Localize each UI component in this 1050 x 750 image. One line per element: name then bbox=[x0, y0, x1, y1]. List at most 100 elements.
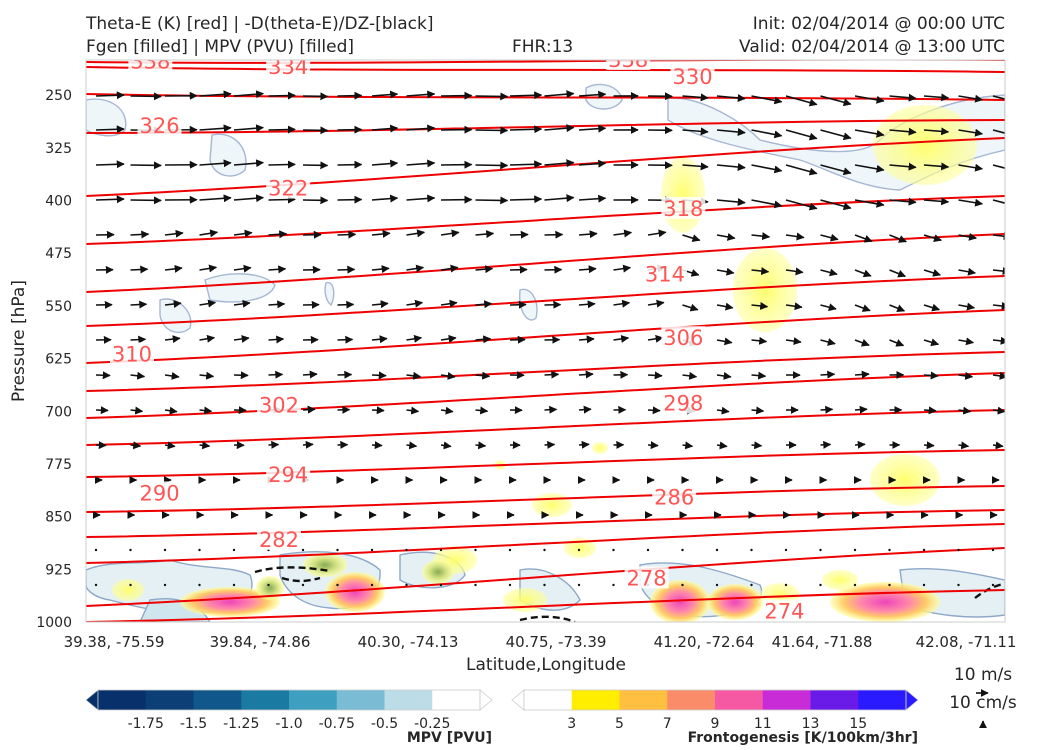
y-tick-label: 700 bbox=[45, 404, 72, 420]
theta-e-contour-label: 294 bbox=[268, 463, 308, 487]
frontogenesis-filled-region bbox=[873, 105, 977, 185]
wind-vector bbox=[958, 94, 984, 103]
wind-vector bbox=[130, 335, 147, 344]
wind-vector bbox=[198, 548, 201, 552]
wind-vector bbox=[889, 162, 917, 171]
wind-vector bbox=[508, 583, 512, 587]
colorbar-tick-label: -0.5 bbox=[371, 716, 398, 732]
wind-vector bbox=[164, 335, 181, 344]
wind-vector bbox=[164, 406, 178, 415]
frontogenesis-filled-region bbox=[592, 442, 608, 454]
colorbar-segment bbox=[524, 690, 573, 710]
theta-e-contour-label: 334 bbox=[268, 55, 308, 79]
wind-vector bbox=[854, 440, 866, 449]
wind-vector bbox=[544, 405, 558, 414]
colorbar-tick-label: -0.25 bbox=[414, 716, 450, 732]
wind-vector bbox=[233, 335, 250, 343]
wind-vector bbox=[509, 91, 543, 100]
wind-vector bbox=[889, 304, 906, 312]
y-tick-label: 625 bbox=[45, 352, 72, 368]
wind-vector bbox=[682, 93, 709, 102]
wind-vector bbox=[647, 406, 661, 415]
wind-vector bbox=[543, 548, 546, 552]
y-tick-label: 550 bbox=[45, 299, 72, 315]
wind-vector bbox=[923, 338, 940, 347]
wind-vector bbox=[336, 548, 339, 552]
wind-vector bbox=[716, 163, 746, 171]
wind-vector bbox=[578, 335, 595, 344]
theta-e-contour bbox=[86, 449, 1005, 478]
wind-vector bbox=[923, 162, 950, 171]
wind-vector bbox=[613, 334, 630, 343]
wind-vector bbox=[784, 548, 788, 552]
y-tick-label: 850 bbox=[45, 510, 72, 526]
wind-reference-horizontal: 10 m/s bbox=[954, 665, 1012, 685]
wind-vector bbox=[578, 124, 607, 133]
wind-vector bbox=[233, 194, 265, 203]
colorbar-segment bbox=[715, 690, 764, 710]
colorbar-tick-label: -1.75 bbox=[128, 716, 164, 732]
x-tick-label: 39.38, -75.59 bbox=[64, 633, 165, 651]
mpv-colorbar-label: MPV [PVU] bbox=[407, 730, 492, 746]
wind-vector bbox=[544, 370, 560, 379]
wind-vector bbox=[612, 583, 615, 587]
theta-e-contour bbox=[86, 275, 1005, 327]
wind-vector bbox=[302, 370, 318, 379]
theta-e-contour bbox=[86, 409, 1005, 446]
wind-vector bbox=[923, 93, 950, 102]
wind-vector bbox=[751, 95, 783, 105]
wind-vector bbox=[820, 268, 838, 277]
wind-vector bbox=[371, 371, 387, 380]
colorbar-tick-label: 11 bbox=[754, 716, 772, 732]
wind-vector bbox=[613, 229, 633, 238]
wind-vector bbox=[439, 548, 443, 552]
colorbar-segment bbox=[432, 690, 481, 710]
wind-vector bbox=[95, 125, 125, 134]
x-tick-label: 40.75, -73.39 bbox=[506, 633, 607, 651]
colorbar-tick-label: -1.0 bbox=[275, 716, 302, 732]
mpv-filled-region bbox=[204, 273, 276, 303]
wind-vector bbox=[440, 371, 456, 380]
wind-vector bbox=[371, 159, 399, 168]
wind-vector bbox=[95, 195, 125, 204]
wind-vector bbox=[370, 548, 374, 552]
wind-vector bbox=[199, 299, 217, 308]
wind-vector bbox=[682, 162, 709, 171]
wind-vector bbox=[785, 302, 803, 311]
wind-vector bbox=[337, 265, 356, 274]
wind-vector bbox=[785, 267, 804, 276]
wind-vector bbox=[406, 299, 424, 308]
theta-e-contour-label: 314 bbox=[645, 262, 685, 286]
colorbar-extend-left bbox=[85, 689, 99, 711]
colorbar-segment bbox=[858, 690, 907, 710]
wind-vector bbox=[268, 195, 296, 204]
wind-vector bbox=[371, 90, 399, 99]
colorbar-segment bbox=[762, 690, 811, 710]
wind-vector bbox=[991, 583, 995, 587]
contour-label-bg bbox=[256, 527, 301, 550]
wind-vector bbox=[164, 441, 176, 450]
wind-vector bbox=[647, 229, 667, 238]
wind-vector bbox=[992, 164, 1005, 169]
wind-vector bbox=[958, 337, 975, 346]
wind-vector bbox=[923, 406, 937, 415]
wind-vector bbox=[199, 124, 232, 133]
wind-vector bbox=[440, 406, 454, 415]
dthetae-dz-contour bbox=[974, 582, 1004, 599]
contour-label-bg bbox=[256, 393, 301, 416]
wind-vector bbox=[544, 159, 575, 168]
wind-vector bbox=[646, 548, 650, 552]
wind-vector bbox=[509, 195, 543, 204]
wind-vector bbox=[475, 196, 509, 205]
wind-vector bbox=[440, 299, 458, 308]
wind-vector bbox=[647, 371, 663, 380]
wind-vector bbox=[475, 371, 491, 380]
wind-vector bbox=[509, 230, 529, 239]
wind-vector bbox=[922, 583, 926, 587]
wind-vector bbox=[199, 334, 216, 343]
colorbar-extend-left bbox=[511, 689, 525, 711]
theta-e-contour-label: 282 bbox=[259, 528, 299, 552]
contour-label-bg bbox=[624, 566, 669, 589]
wind-vector bbox=[163, 583, 167, 587]
